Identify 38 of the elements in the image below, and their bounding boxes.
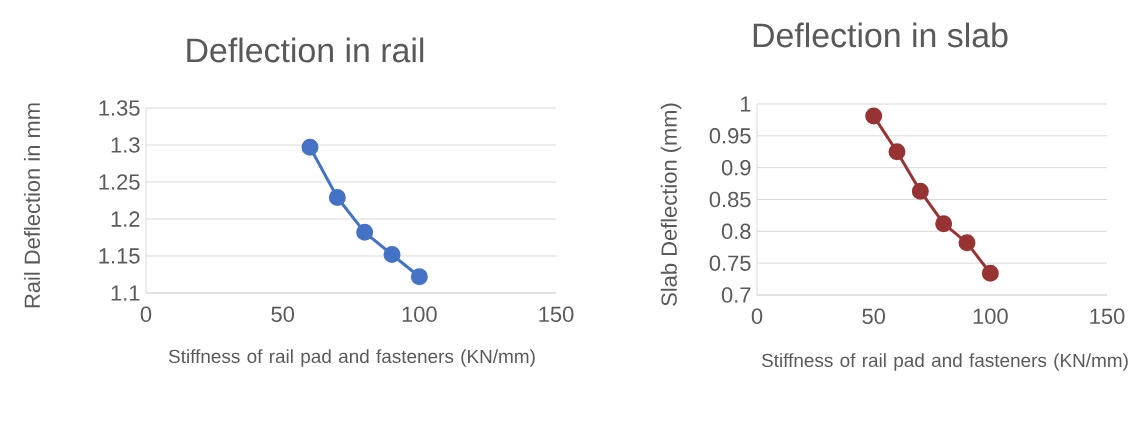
y-tick-label: 1.1 — [111, 285, 140, 301]
x-tick-label: 150 — [1090, 308, 1125, 325]
y-tick-label: 0.8 — [721, 223, 751, 240]
x-axis-title: Stiffness of rail pad and fasteners (KN/mm) — [761, 353, 1128, 371]
chart-title: Deflection in rail — [187, 37, 424, 63]
point — [981, 264, 999, 282]
point — [356, 223, 374, 241]
y-axis-title: Slab Deflection (mm) — [660, 103, 682, 306]
x-tick-label: 0 — [140, 306, 152, 323]
point — [935, 215, 953, 233]
x-tick-label: 150 — [539, 306, 574, 323]
point — [410, 268, 428, 286]
point — [383, 246, 401, 264]
point — [958, 234, 976, 252]
point — [301, 138, 319, 156]
x-tick-label: 50 — [862, 308, 885, 325]
y-axis-title: Rail Deflection in mm — [23, 103, 41, 308]
y-tick-label: 1.15 — [99, 248, 140, 264]
y-tick-label: 1.25 — [99, 174, 140, 190]
point — [888, 143, 906, 161]
point — [865, 107, 883, 125]
y-tick-label: 1.35 — [99, 100, 140, 116]
y-tick-label: 0.75 — [709, 255, 751, 271]
x-tick-label: 50 — [271, 306, 294, 323]
y-tick-label: 0.7 — [721, 287, 751, 303]
y-tick-label: 1 — [740, 96, 751, 112]
x-tick-label: 100 — [973, 308, 1008, 325]
y-tick-label: 1.3 — [111, 137, 140, 153]
point — [328, 189, 346, 207]
y-tick-label: 0.9 — [721, 159, 751, 176]
x-tick-label: 0 — [751, 308, 763, 325]
y-tick-label: 1.2 — [111, 211, 140, 227]
y-tick-label: 0.95 — [709, 128, 751, 144]
x-tick-label: 100 — [402, 306, 437, 323]
y-tick-label: 0.85 — [709, 191, 751, 208]
point — [911, 182, 929, 200]
chart-title: Deflection in slab — [753, 22, 1008, 48]
x-axis-title: Stiffness of rail pad and fasteners (KN/mm) — [168, 349, 535, 367]
